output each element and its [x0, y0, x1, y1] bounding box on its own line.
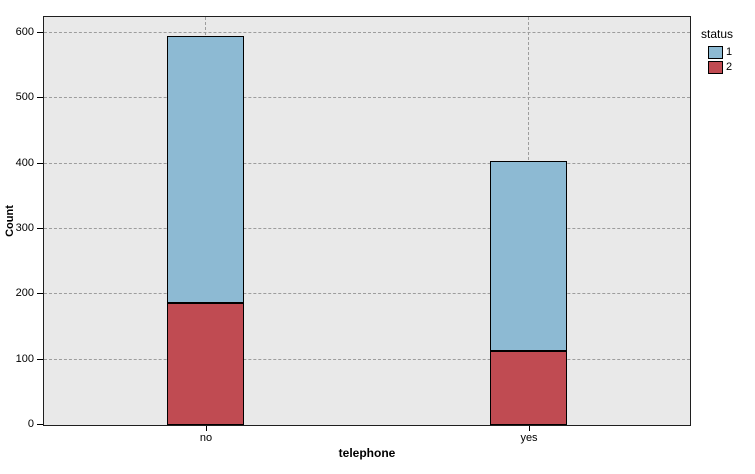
x-axis-title: telephone [338, 446, 396, 460]
gridline-h-300 [44, 228, 690, 229]
y-tick-mark-400 [37, 163, 43, 164]
legend-title: status [701, 27, 734, 41]
legend-swatch-status-1 [708, 46, 723, 59]
bar-no-status-1 [167, 36, 244, 303]
y-tick-mark-100 [37, 359, 43, 360]
legend-swatch-status-2 [708, 61, 723, 74]
y-tick-label-400: 400 [15, 157, 34, 169]
legend-label-status-1: 1 [726, 46, 733, 58]
gridline-h-400 [44, 163, 690, 164]
y-tick-label-0: 0 [27, 418, 34, 430]
gridline-h-100 [44, 359, 690, 360]
y-tick-label-500: 500 [15, 91, 34, 103]
y-tick-label-200: 200 [15, 287, 34, 299]
y-tick-mark-500 [37, 97, 43, 98]
bar-no-status-2 [167, 303, 244, 425]
gridline-h-200 [44, 293, 690, 294]
x-tick-mark-yes [529, 426, 530, 431]
legend-label-status-2: 2 [726, 61, 733, 73]
y-tick-mark-600 [37, 32, 43, 33]
bar-yes-status-2 [490, 351, 567, 425]
y-tick-label-300: 300 [15, 222, 34, 234]
y-tick-mark-300 [37, 228, 43, 229]
bar-yes-status-1 [490, 161, 567, 351]
y-tick-mark-200 [37, 293, 43, 294]
y-tick-label-100: 100 [15, 353, 34, 365]
gridline-h-500 [44, 97, 690, 98]
x-tick-mark-no [206, 426, 207, 431]
x-tick-label-yes: yes [520, 432, 538, 444]
legend-item-status-1: 1 [708, 46, 733, 59]
y-tick-mark-0 [37, 424, 43, 425]
x-tick-label-no: no [199, 432, 213, 444]
plot-area [43, 16, 691, 426]
y-tick-label-600: 600 [15, 26, 34, 38]
legend-item-status-2: 2 [708, 61, 733, 74]
gridline-h-600 [44, 32, 690, 33]
